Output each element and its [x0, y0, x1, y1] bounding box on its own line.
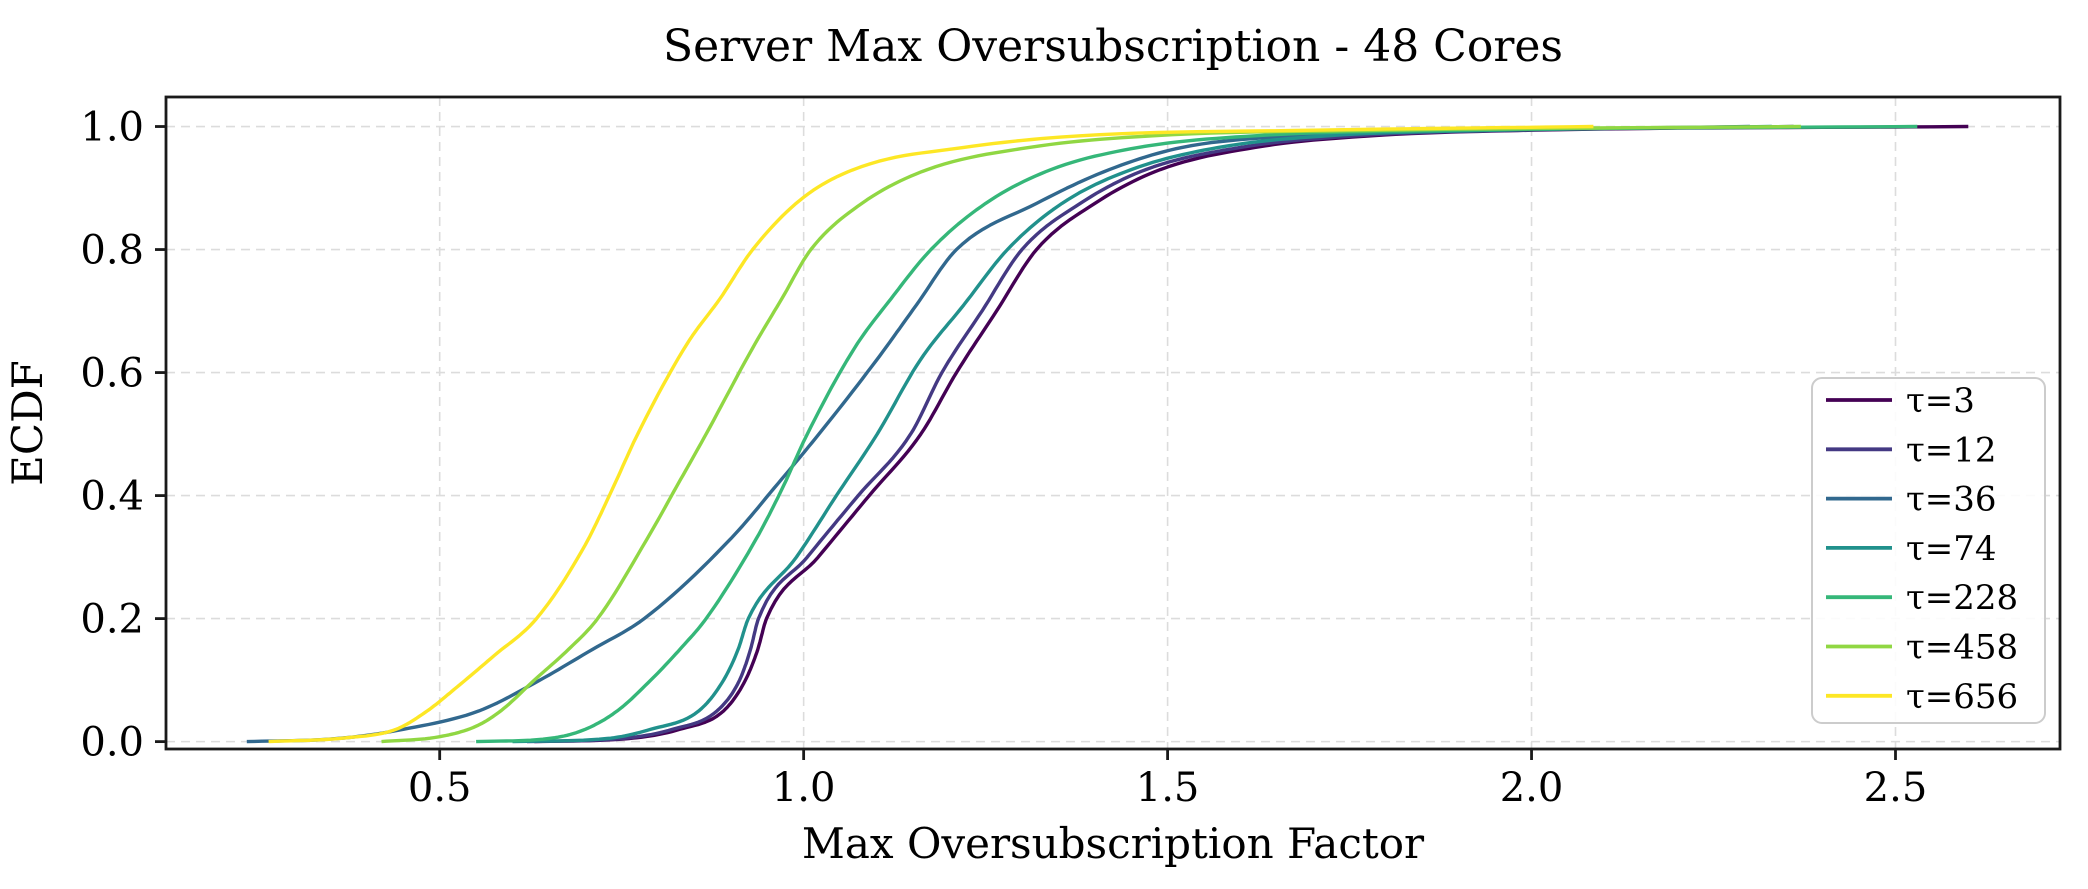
x-tick-label: 1.5 [1136, 765, 1200, 811]
gridlines [166, 97, 2060, 749]
legend-label: τ=36 [1906, 480, 1997, 520]
series-line-tau-656 [268, 124, 1594, 744]
y-tick-label: 0.2 [80, 597, 144, 643]
x-axis-label: Max Oversubscription Factor [802, 819, 1425, 868]
series-line-tau-36 [246, 124, 1750, 744]
legend-item: τ=12 [1826, 430, 1997, 470]
y-tick-label: 1.0 [80, 105, 144, 151]
series-line-tau-12 [526, 124, 1794, 744]
series-lines [246, 124, 1969, 744]
series-line-tau-3 [534, 124, 1969, 744]
legend-label: τ=3 [1906, 381, 1975, 421]
x-tick-label: 2.0 [1500, 765, 1564, 811]
legend-label: τ=458 [1906, 628, 2018, 668]
axis-tick-labels: 0.5 1.0 1.5 2.0 2.5 0.0 0.2 0.4 0.6 0.8 1.0 [80, 105, 1927, 811]
series-line-tau-458 [381, 124, 1801, 744]
legend-box [1811, 377, 2046, 724]
y-tick-label: 0.6 [80, 351, 144, 397]
legend-label: τ=74 [1906, 529, 1997, 569]
x-tick-label: 1.0 [772, 765, 836, 811]
x-tick-label: 2.5 [1864, 765, 1928, 811]
series-line-tau-74 [512, 124, 1772, 744]
legend-label: τ=228 [1906, 578, 2018, 618]
plot-frame [164, 95, 2062, 751]
legend-item: τ=458 [1826, 628, 2018, 668]
legend-item: τ=3 [1826, 381, 1975, 421]
legend-item: τ=656 [1826, 677, 2018, 717]
y-axis-label: ECDF [3, 360, 52, 486]
y-tick-label: 0.4 [80, 474, 144, 520]
y-tick-label: 0.8 [80, 228, 144, 274]
y-tick-label: 0.0 [80, 720, 144, 766]
legend-item: τ=36 [1826, 480, 1997, 520]
axis-ticks [155, 125, 1897, 760]
chart-title: Server Max Oversubscription - 48 Cores [663, 21, 1563, 72]
legend-label: τ=12 [1906, 430, 1997, 470]
legend-item: τ=74 [1826, 529, 1997, 569]
legend-label: τ=656 [1906, 677, 2018, 717]
legend-item: τ=228 [1826, 578, 2018, 618]
series-line-tau-228 [476, 124, 1918, 744]
x-tick-label: 0.5 [408, 765, 472, 811]
legend: τ=3 τ=12 τ=36 τ=74 τ=228 τ=458 τ=656 [1811, 377, 2046, 724]
